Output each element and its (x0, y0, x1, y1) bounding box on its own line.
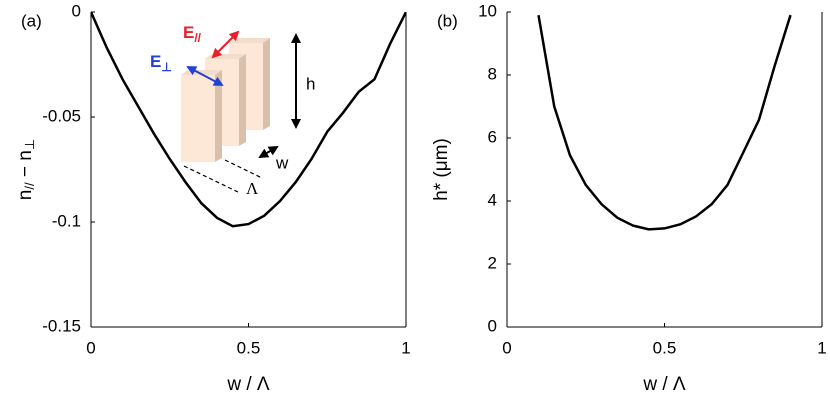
y-axis-label: h* (μm) (431, 138, 452, 201)
x-tick-label: 0 (86, 338, 95, 357)
y-tick-label: -0.05 (42, 106, 81, 125)
y-axis-label: n// − n⊥ (15, 139, 37, 200)
slab (181, 70, 222, 162)
y-axis-label-part: h* (μm) (431, 138, 452, 201)
panel: (b) 0 2 4 6 8 10 0 0.5 1 w / Λ h* (μm) (431, 1, 827, 395)
data-line (91, 12, 406, 228)
y-axis-label-part: ⊥ (22, 139, 37, 150)
inset-label: h (306, 74, 315, 93)
arrow (211, 30, 240, 59)
y-axis-label-part: n (15, 190, 36, 201)
inset-label: w (275, 153, 289, 172)
y-axis-label-part: // (22, 182, 37, 190)
x-tick-label: 1 (817, 338, 826, 357)
x-tick-label: 0.5 (237, 338, 261, 357)
y-tick-label: 10 (478, 1, 497, 20)
grating-inset: E// E⊥ h w Λ (150, 23, 315, 197)
dashed-line (183, 165, 239, 193)
x-axis-label: w / Λ (642, 374, 686, 395)
y-tick-label: 0 (72, 1, 81, 20)
data-line (537, 14, 792, 231)
y-tick-label: -0.15 (42, 316, 81, 335)
x-tick-label: 0 (502, 338, 511, 357)
arrow (258, 145, 279, 159)
panel: (a) 0 -0.05 -0.1 -0.15 0 0.5 1 w / Λ n// − n⊥ (15, 1, 411, 395)
panel-label: (a) (21, 11, 42, 30)
y-tick-label: -0.1 (52, 211, 81, 230)
y-axis-label-part: − n (15, 150, 36, 182)
inset-label: Λ (246, 179, 259, 198)
x-axis-label: w / Λ (226, 374, 270, 395)
panel-label: (b) (437, 11, 458, 30)
x-tick-label: 0.5 (653, 338, 677, 357)
y-tick-label: 6 (488, 127, 497, 146)
x-tick-label: 1 (401, 338, 410, 357)
inset-label: E// (183, 23, 202, 45)
y-tick-label: 4 (488, 190, 497, 209)
dashed-line (224, 159, 263, 179)
inset-label: E⊥ (150, 52, 172, 74)
y-tick-label: 2 (488, 253, 497, 272)
y-tick-label: 0 (488, 316, 497, 335)
arrow (186, 66, 224, 86)
y-tick-label: 8 (488, 64, 497, 83)
